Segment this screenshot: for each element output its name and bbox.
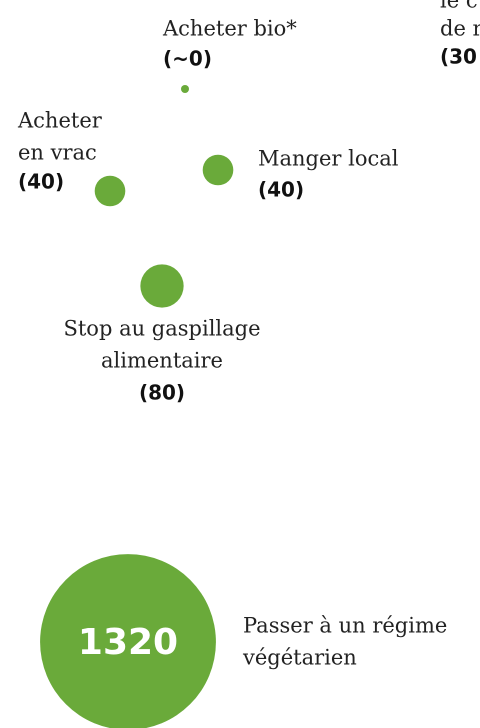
bubble-label: Manger local: [258, 147, 399, 171]
value-label: 1320: [78, 622, 178, 663]
bubble-label: Stop au gaspillage: [63, 317, 260, 341]
value-label: (~0): [163, 47, 212, 71]
bubble-label: alimentaire: [101, 349, 223, 373]
bubble: [181, 85, 189, 93]
bubble: [94, 175, 126, 207]
annotation: le c: [440, 0, 478, 13]
value-label: (40): [258, 178, 304, 202]
bubble-label: en vrac: [18, 141, 97, 165]
value-label: (80): [139, 381, 185, 405]
bubble: [40, 554, 216, 728]
annotation: (30: [440, 45, 477, 69]
bubble: [202, 154, 234, 186]
bubble-label: Passer à un régime: [243, 614, 447, 638]
bubble-label: végétarien: [242, 646, 357, 670]
bubble: [140, 264, 184, 308]
bubble-label: Acheter: [17, 109, 103, 133]
bubble-label: Acheter bio*: [162, 17, 297, 41]
value-label: (40): [18, 170, 64, 194]
annotation: de r: [440, 17, 480, 41]
